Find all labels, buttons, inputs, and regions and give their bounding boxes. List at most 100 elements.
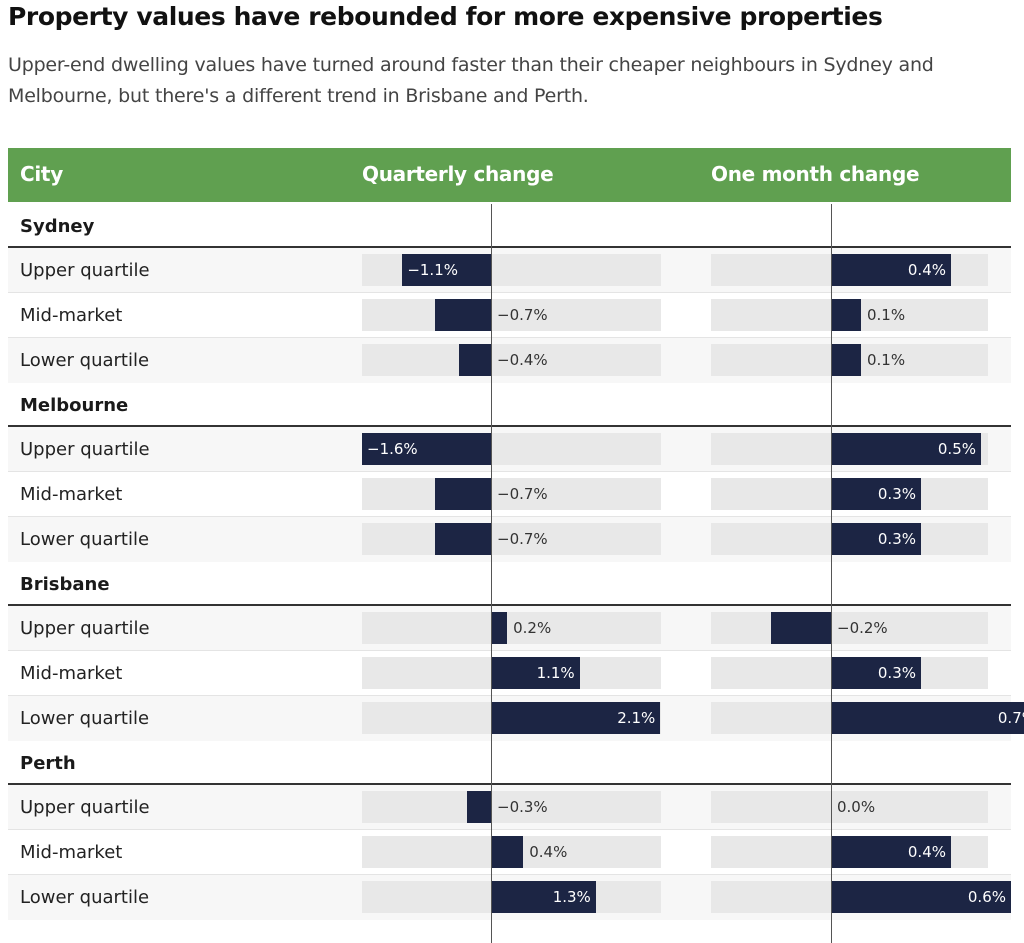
quarterly-label: −0.3% xyxy=(497,798,548,816)
chart-title: Property values have rebounded for more … xyxy=(8,2,883,31)
row-label: Upper quartile xyxy=(20,618,150,639)
monthly-label: 0.1% xyxy=(867,351,906,369)
city-divider xyxy=(8,604,1011,606)
monthly-label: 0.4% xyxy=(907,843,946,861)
table-row: Mid-market xyxy=(8,651,1011,696)
monthly-bar xyxy=(831,881,1011,913)
monthly-bar xyxy=(831,836,951,868)
quarterly-label: 1.1% xyxy=(536,664,575,682)
monthly-track xyxy=(711,791,988,823)
monthly-bar xyxy=(831,702,1024,734)
monthly-label: 0.7% xyxy=(997,709,1024,727)
header-one-month-change: One month change xyxy=(711,162,920,186)
quarterly-label: 1.3% xyxy=(552,888,591,906)
row-label: Lower quartile xyxy=(20,708,150,729)
monthly-track xyxy=(711,612,988,644)
monthly-label: 0.4% xyxy=(907,261,946,279)
chart-subtitle: Upper-end dwelling values have turned ar… xyxy=(8,54,934,107)
row-label: Lower quartile xyxy=(20,350,150,371)
quarterly-track xyxy=(362,478,661,510)
monthly-label: −0.2% xyxy=(837,619,888,637)
city-label: Melbourne xyxy=(20,395,129,416)
quarterly-bar xyxy=(434,299,491,331)
quarterly-track xyxy=(362,791,661,823)
monthly-bar xyxy=(831,344,861,376)
row-separator xyxy=(8,292,1011,293)
row-label: Upper quartile xyxy=(20,260,150,281)
row-label: Lower quartile xyxy=(20,529,150,550)
quarterly-bar xyxy=(362,433,491,465)
table-row: Mid-market xyxy=(8,830,1011,875)
quarterly-track xyxy=(362,612,661,644)
row-label: Mid-market xyxy=(20,663,123,684)
quarterly-label: −0.4% xyxy=(497,351,548,369)
row-separator xyxy=(8,829,1011,830)
monthly-bar xyxy=(831,433,981,465)
row-separator xyxy=(8,337,1011,338)
monthly-bar xyxy=(831,254,951,286)
quarterly-track xyxy=(362,344,661,376)
quarterly-label: 2.1% xyxy=(617,709,656,727)
quarterly-label: 0.2% xyxy=(513,619,552,637)
header-quarterly-change: Quarterly change xyxy=(362,162,554,186)
monthly-zero-axis xyxy=(831,204,832,943)
quarterly-bar xyxy=(491,612,508,644)
monthly-bar xyxy=(831,299,861,331)
row-label: Lower quartile xyxy=(20,887,150,908)
monthly-bar xyxy=(771,612,831,644)
quarterly-label: −1.6% xyxy=(367,440,418,458)
row-separator xyxy=(8,650,1011,651)
monthly-label: 0.0% xyxy=(837,798,876,816)
quarterly-zero-axis xyxy=(491,204,492,943)
quarterly-bar xyxy=(458,344,491,376)
city-divider xyxy=(8,783,1011,785)
row-separator xyxy=(8,874,1011,875)
quarterly-label: −0.7% xyxy=(497,306,548,324)
quarterly-track xyxy=(362,299,661,331)
city-row-melbourne: Melbourne xyxy=(8,383,1011,427)
quarterly-bar xyxy=(491,657,580,689)
city-row-brisbane: Brisbane xyxy=(8,562,1011,606)
quarterly-track xyxy=(362,523,661,555)
city-label: Brisbane xyxy=(20,574,110,595)
city-divider xyxy=(8,246,1011,248)
quarterly-bar xyxy=(434,478,491,510)
monthly-label: 0.3% xyxy=(877,530,916,548)
row-separator xyxy=(8,516,1011,517)
row-label: Mid-market xyxy=(20,305,123,326)
monthly-label: 0.3% xyxy=(877,485,916,503)
monthly-label: 0.1% xyxy=(867,306,906,324)
row-label: Mid-market xyxy=(20,484,123,505)
monthly-label: 0.3% xyxy=(877,664,916,682)
city-row-perth: Perth xyxy=(8,741,1011,785)
quarterly-label: −0.7% xyxy=(497,530,548,548)
header-city: City xyxy=(20,162,63,186)
monthly-bar xyxy=(831,478,921,510)
quarterly-label: −0.7% xyxy=(497,485,548,503)
row-label: Upper quartile xyxy=(20,797,150,818)
monthly-label: 0.6% xyxy=(967,888,1006,906)
quarterly-bar xyxy=(491,702,661,734)
row-separator xyxy=(8,695,1011,696)
row-label: Upper quartile xyxy=(20,439,150,460)
quarterly-label: −1.1% xyxy=(407,261,458,279)
quarterly-bar xyxy=(434,523,491,555)
quarterly-bar xyxy=(491,881,596,913)
quarterly-label: 0.4% xyxy=(529,843,568,861)
quarterly-bar xyxy=(466,791,491,823)
row-label: Mid-market xyxy=(20,842,123,863)
city-label: Sydney xyxy=(20,216,95,237)
monthly-bar xyxy=(831,523,921,555)
table-row: Mid-market xyxy=(8,293,1011,338)
row-separator xyxy=(8,471,1011,472)
monthly-bar xyxy=(831,657,921,689)
table-header: City Quarterly change One month change xyxy=(8,148,1011,202)
quarterly-bar xyxy=(491,836,524,868)
city-label: Perth xyxy=(20,753,76,774)
monthly-label: 0.5% xyxy=(937,440,976,458)
table-row: Mid-market xyxy=(8,472,1011,517)
city-divider xyxy=(8,425,1011,427)
quarterly-bar xyxy=(402,254,491,286)
city-row-sydney: Sydney xyxy=(8,204,1011,248)
